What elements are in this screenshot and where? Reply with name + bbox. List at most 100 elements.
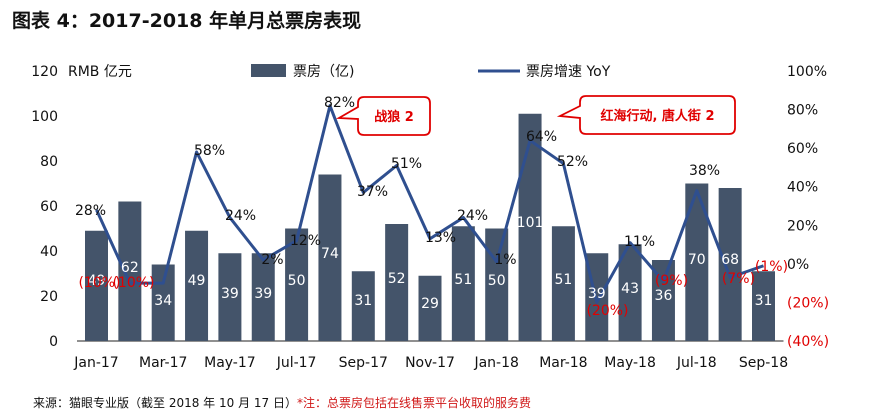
line-value-label: (9%) [655, 273, 688, 289]
chart: 0 20 40 60 80 100 120 RMB 亿元 (40%) (20%) 0% 20% 40% 6… [31, 64, 829, 371]
line-value-label: 13% [425, 230, 456, 246]
yoy-line [95, 104, 764, 304]
right-axis-tick-label: 100% [787, 64, 827, 80]
bar-value-label: 70 [688, 252, 706, 268]
line-value-label: (10%) [112, 275, 154, 291]
left-axis-tick-label: 120 [31, 64, 58, 80]
x-axis-tick-label: Jul-17 [276, 355, 317, 371]
line-value-label: 52% [557, 154, 588, 170]
right-axis-tick-label: 80% [787, 103, 818, 119]
left-axis-unit-label: RMB 亿元 [68, 64, 132, 80]
source-note: *注：总票房包括在线售票平台收取的服务费 [296, 396, 531, 410]
bar-value-label: 51 [454, 272, 472, 288]
line-value-label: 37% [357, 184, 388, 200]
bar [551, 226, 575, 341]
bar-value-label: 31 [755, 293, 773, 309]
bar-value-label: 34 [154, 293, 172, 309]
x-axis-tick-label: May-17 [204, 355, 256, 371]
bar [385, 224, 409, 341]
line-value-label: (1%) [755, 259, 788, 275]
line-value-label: 38% [689, 163, 720, 179]
source-line: 来源：猫眼专业版（截至 2018 年 10 月 17 日）*注：总票房包括在线售… [33, 394, 531, 411]
x-axis-tick-label: Sep-18 [739, 355, 788, 371]
callout-zhanlang-box [335, 96, 431, 136]
legend-bar-swatch [251, 64, 286, 77]
bar-value-label: 74 [321, 246, 339, 262]
bar-value-label: 101 [517, 215, 544, 231]
bar-value-label: 68 [721, 252, 739, 268]
line-value-label: 24% [457, 208, 488, 224]
line-value-label: (10%) [78, 275, 120, 291]
data-labels: 49 62 34 49 39 39 50 74 31 52 29 51 50 101 51 39 43 36 70 6… [75, 95, 788, 319]
right-axis-tick-label: 0% [787, 257, 809, 273]
right-axis-tick-label: 60% [787, 141, 818, 157]
x-axis-tick-label: Sep-17 [339, 355, 388, 371]
line-value-label: 64% [526, 129, 557, 145]
left-axis-tick-label: 40 [40, 244, 58, 260]
legend: 票房（亿) 票房增速 YoY [251, 64, 611, 80]
x-axis-tick-label: Jan-18 [473, 355, 518, 371]
bar-value-label: 51 [554, 272, 572, 288]
bar [451, 226, 475, 341]
x-axis-tick-label: Nov-17 [405, 355, 455, 371]
right-axis-tick-label: 40% [787, 180, 818, 196]
bar-value-label: 36 [655, 288, 673, 304]
line-value-label: 11% [624, 234, 655, 250]
line-value-label: 58% [194, 143, 225, 159]
bar [618, 244, 642, 341]
annotations: 战狼 2 红海行动, 唐人街 2 [335, 95, 736, 136]
line-value-label: 28% [75, 203, 106, 219]
bar-series [85, 113, 775, 341]
bar [651, 260, 675, 341]
bar-value-label: 39 [254, 286, 272, 302]
bar-value-label: 62 [121, 260, 139, 276]
source-text: 来源：猫眼专业版（截至 2018 年 10 月 17 日） [33, 396, 297, 410]
line-value-label: 1% [494, 252, 516, 268]
bar-value-label: 49 [88, 273, 106, 289]
x-axis-tick-label: Mar-17 [139, 355, 187, 371]
bar-value-label: 39 [221, 286, 239, 302]
bar [418, 275, 442, 341]
bar [218, 253, 242, 341]
callout-zhanlang-text: 战狼 2 [374, 109, 414, 125]
bar [685, 183, 709, 341]
figure-title: 图表 4：2017-2018 年单月总票房表现 [12, 10, 362, 32]
callout-honghai-box [556, 95, 736, 135]
bar [118, 201, 142, 341]
line-value-label: 12% [290, 233, 321, 249]
bar [351, 271, 375, 341]
callout-honghai-text: 红海行动, 唐人街 2 [600, 108, 714, 124]
legend-bar-label: 票房（亿) [293, 64, 354, 80]
bar [718, 188, 742, 341]
line-value-label: (7%) [722, 271, 755, 287]
x-axis-tick-label: Jan-17 [73, 355, 118, 371]
left-axis-tick-label: 60 [40, 199, 58, 215]
bar [185, 230, 209, 341]
line-value-label: 2% [261, 252, 283, 268]
bar-value-label: 52 [388, 271, 406, 287]
left-axis-tick-label: 80 [40, 154, 58, 170]
right-axis-tick-label: (20%) [787, 295, 829, 311]
bar [752, 271, 775, 341]
line-value-label: 24% [225, 208, 256, 224]
right-axis-tick-label: 20% [787, 218, 818, 234]
bar-value-label: 31 [354, 293, 372, 309]
x-axis-tick-label: May-18 [604, 355, 656, 371]
axes: 0 20 40 60 80 100 120 RMB 亿元 (40%) (20%) 0% 20% 40% 6… [31, 64, 829, 371]
line-series [95, 104, 764, 304]
bar [285, 228, 309, 341]
legend-line-label: 票房增速 YoY [526, 64, 611, 80]
x-axis-tick-label: Mar-18 [539, 355, 587, 371]
left-axis-tick-label: 20 [40, 289, 58, 305]
right-axis-tick-label: (40%) [787, 334, 829, 350]
bar-value-label: 50 [488, 273, 506, 289]
line-value-label: (20%) [586, 303, 628, 319]
bar-value-label: 29 [421, 296, 439, 312]
bar [251, 253, 275, 341]
left-axis-tick-label: 0 [49, 334, 58, 350]
bar-value-label: 50 [288, 273, 306, 289]
bar [318, 174, 342, 341]
line-value-label: 82% [324, 95, 355, 111]
bar [85, 230, 108, 341]
bar [518, 113, 542, 341]
